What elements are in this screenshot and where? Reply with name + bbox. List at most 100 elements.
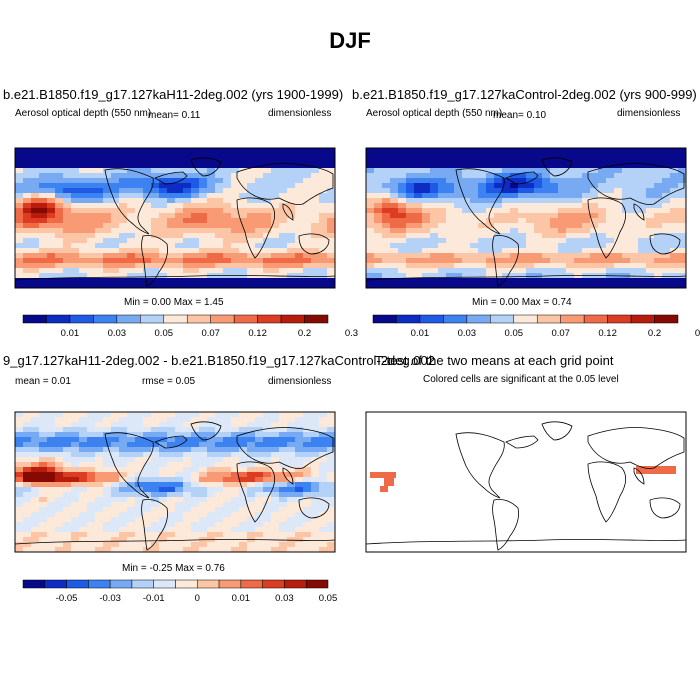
control-cell: [462, 168, 471, 174]
diff-cell: [175, 537, 184, 543]
diff-colorbar-tick-label: -0.03: [99, 593, 121, 604]
case-cell: [231, 248, 240, 254]
diff-cell: [23, 487, 32, 493]
case-cell: [31, 263, 40, 269]
diff-cell: [247, 442, 256, 448]
control-cell: [430, 218, 439, 224]
diff-cell: [23, 462, 32, 468]
control-cell: [430, 213, 439, 219]
control-cell: [558, 203, 567, 209]
case-cell: [175, 248, 184, 254]
control-cell: [630, 268, 639, 274]
diff-cell: [95, 427, 104, 433]
control-cell: [446, 183, 455, 189]
case-cell: [231, 173, 240, 179]
diff-cell: [263, 457, 272, 463]
control-cell: [574, 233, 583, 239]
control-cell: [470, 253, 479, 259]
case-cell: [303, 253, 312, 259]
control-cell: [574, 278, 583, 284]
case-cell: [31, 228, 40, 234]
diff-cell: [87, 537, 96, 543]
diff-cell: [199, 477, 208, 483]
diff-cell: [303, 477, 312, 483]
control-cell: [478, 193, 487, 199]
control-cell: [582, 203, 591, 209]
diff-cell: [215, 522, 224, 528]
control-cell: [486, 178, 495, 184]
control-cell: [662, 228, 671, 234]
case-cell: [175, 198, 184, 204]
control-cell: [678, 173, 686, 179]
control-cell: [582, 208, 591, 214]
diff-cell: [311, 467, 320, 473]
control-cell: [638, 218, 647, 224]
control-cell: [366, 158, 375, 164]
case-cell: [63, 258, 72, 264]
diff-cell: [207, 497, 216, 503]
control-cell: [382, 173, 391, 179]
diff-cell: [255, 527, 264, 533]
control-cell: [382, 208, 391, 214]
diff-cell: [239, 512, 248, 518]
case-cell: [15, 173, 24, 179]
diff-cell: [295, 537, 304, 543]
case-cell: [63, 218, 72, 224]
control-cell: [638, 283, 647, 288]
case-cell: [167, 248, 176, 254]
control-cell: [558, 268, 567, 274]
diff-cell: [55, 432, 64, 438]
case-cell: [159, 183, 168, 189]
control-cell: [526, 148, 535, 154]
case-cell: [63, 188, 72, 194]
control-cell: [398, 253, 407, 259]
case-cell: [319, 213, 328, 219]
diff-cell: [111, 437, 120, 443]
case-cell: [175, 258, 184, 264]
control-cell: [502, 168, 511, 174]
case-cell: [175, 168, 184, 174]
case-cell: [111, 213, 120, 219]
case-cell: [231, 203, 240, 209]
case-cell: [223, 218, 232, 224]
control-cell: [646, 193, 655, 199]
case-cell: [327, 253, 335, 259]
diff-cell: [167, 417, 176, 423]
case-cell: [63, 283, 72, 288]
case-cell: [135, 253, 144, 259]
diff-cell: [191, 492, 200, 498]
case-cell: [215, 188, 224, 194]
case-colorbar-swatch: [210, 314, 235, 324]
case-cell: [135, 258, 144, 264]
control-cell: [534, 203, 543, 209]
diff-cell: [23, 517, 32, 523]
map-frame: [14, 147, 336, 289]
case-cell: [31, 188, 40, 194]
case-cell: [183, 163, 192, 169]
case-cell: [143, 208, 152, 214]
control-cell: [494, 243, 503, 249]
diff-cell: [111, 487, 120, 493]
diff-cell: [79, 422, 88, 428]
diff-cell: [311, 417, 320, 423]
case-cell: [167, 158, 176, 164]
case-cell: [231, 183, 240, 189]
case-cell: [215, 253, 224, 259]
diff-cell: [151, 492, 160, 498]
control-cell: [670, 223, 679, 229]
case-cell: [255, 253, 264, 259]
control-cell: [494, 218, 503, 224]
case-cell: [247, 168, 256, 174]
control-cell: [646, 283, 655, 288]
diff-cell: [87, 522, 96, 528]
diff-cell: [127, 527, 136, 533]
diff-cell: [239, 417, 248, 423]
case-cell: [55, 213, 64, 219]
diff-colorbar-swatch: [66, 579, 89, 589]
case-cell: [127, 173, 136, 179]
control-cell: [638, 278, 647, 284]
case-cell: [327, 243, 335, 249]
case-cell: [255, 238, 264, 244]
case-cell: [87, 243, 96, 249]
control-cell: [438, 198, 447, 204]
